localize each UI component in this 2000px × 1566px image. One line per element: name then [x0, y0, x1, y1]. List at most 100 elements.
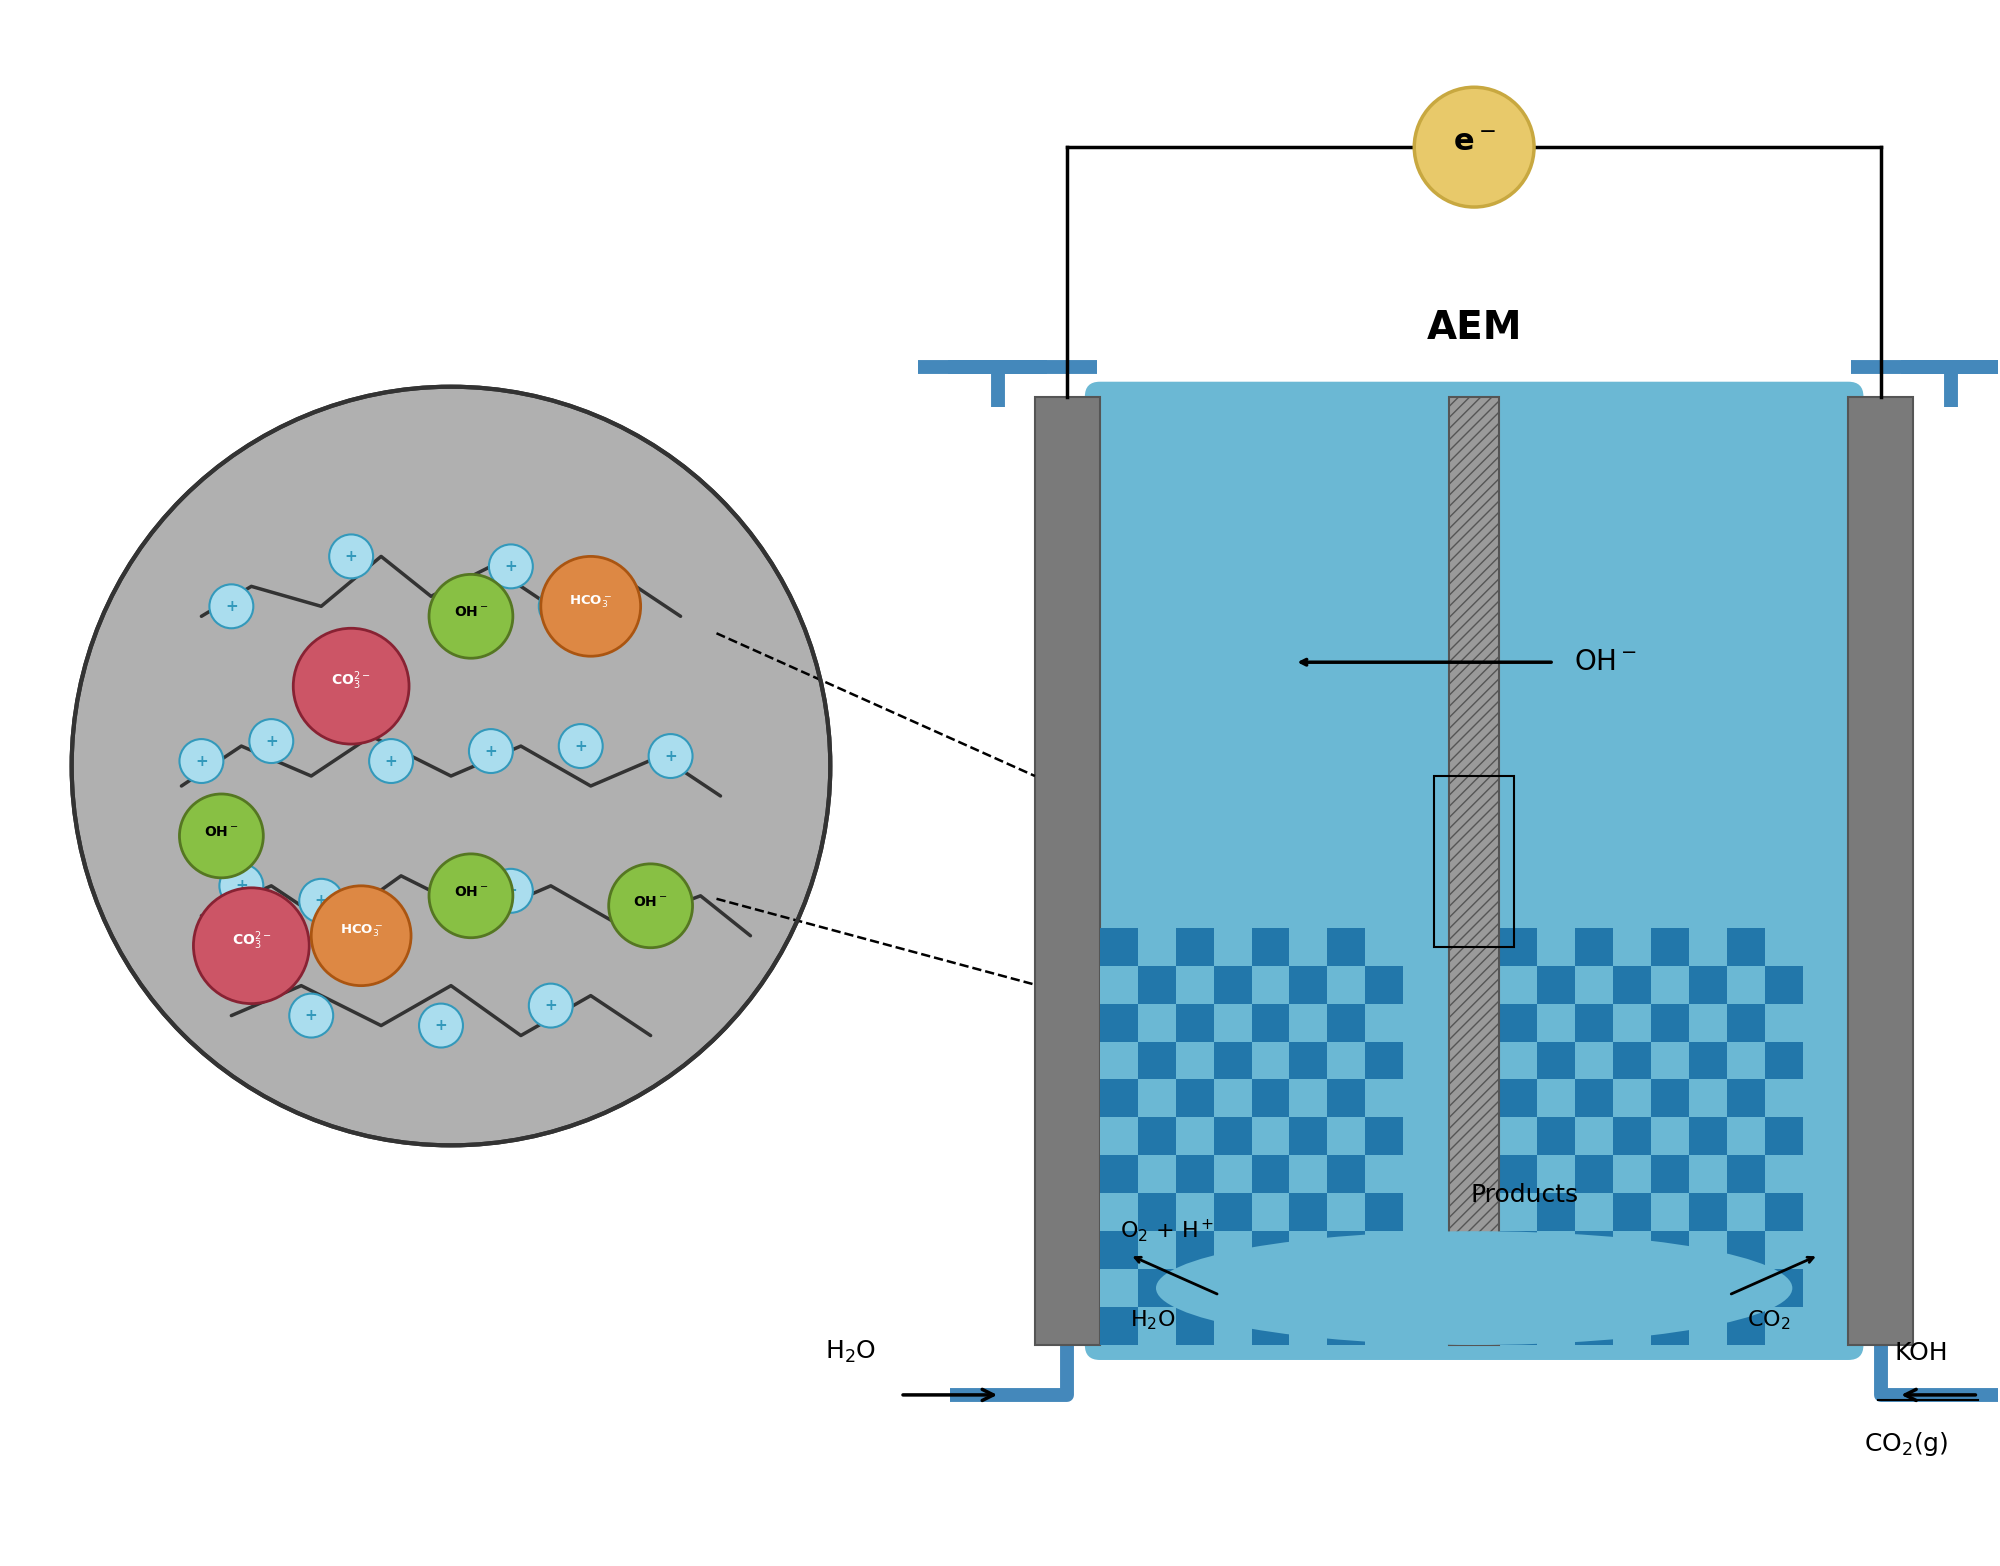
Bar — [1538, 1268, 1574, 1308]
Circle shape — [210, 584, 254, 628]
Circle shape — [420, 1004, 462, 1048]
Bar — [1726, 1268, 1764, 1308]
Bar — [1764, 1308, 1802, 1345]
Bar — [1138, 1118, 1176, 1156]
Bar — [1764, 1156, 1802, 1193]
Bar — [1612, 1041, 1650, 1079]
Text: e$^-$: e$^-$ — [1452, 128, 1496, 157]
Bar — [1176, 1268, 1214, 1308]
Bar — [1176, 966, 1214, 1004]
Bar — [1650, 1041, 1688, 1079]
Bar — [1100, 966, 1138, 1004]
Text: KOH: KOH — [1894, 1340, 1948, 1366]
Bar — [1100, 1268, 1138, 1308]
Bar — [1574, 1118, 1612, 1156]
Circle shape — [300, 879, 344, 922]
Circle shape — [250, 719, 294, 763]
Circle shape — [430, 853, 512, 938]
Bar — [1366, 927, 1404, 966]
Text: OH$^-$: OH$^-$ — [634, 894, 668, 908]
Bar — [1764, 1004, 1802, 1041]
Bar — [1138, 1004, 1176, 1041]
Bar — [1252, 1193, 1290, 1231]
Text: OH$^-$: OH$^-$ — [454, 606, 488, 619]
Circle shape — [370, 739, 414, 783]
Bar — [1688, 1004, 1726, 1041]
Bar — [1176, 1004, 1214, 1041]
Bar — [1328, 1041, 1366, 1079]
Bar — [1538, 1156, 1574, 1193]
Bar — [1328, 1156, 1366, 1193]
Bar — [1688, 1079, 1726, 1118]
Circle shape — [558, 723, 602, 767]
Bar — [1650, 1268, 1688, 1308]
Bar — [1252, 1308, 1290, 1345]
Bar — [1176, 1156, 1214, 1193]
Bar — [1328, 1118, 1366, 1156]
Text: CO$_2$(g): CO$_2$(g) — [1864, 1430, 1948, 1458]
Bar — [1726, 1193, 1764, 1231]
Circle shape — [330, 534, 374, 578]
Bar — [1290, 1079, 1328, 1118]
Text: CO$_3^{2-}$: CO$_3^{2-}$ — [232, 929, 270, 952]
Bar — [1538, 1231, 1574, 1268]
Bar — [1612, 966, 1650, 1004]
Circle shape — [540, 556, 640, 656]
Bar — [1650, 966, 1688, 1004]
Bar — [1290, 1268, 1328, 1308]
Bar — [1252, 927, 1290, 966]
Text: +: + — [574, 739, 588, 753]
Bar — [1252, 966, 1290, 1004]
Bar — [1100, 1041, 1138, 1079]
Text: OH$^-$: OH$^-$ — [1574, 648, 1638, 677]
Bar — [1500, 1308, 1538, 1345]
Bar — [1252, 1156, 1290, 1193]
Bar — [1612, 927, 1650, 966]
Circle shape — [1414, 88, 1534, 207]
Bar — [1612, 1268, 1650, 1308]
Bar — [1176, 1308, 1214, 1345]
Text: CO$_3^{2-}$: CO$_3^{2-}$ — [332, 670, 370, 692]
Bar — [1574, 1156, 1612, 1193]
Bar — [1574, 1193, 1612, 1231]
Bar — [1688, 1156, 1726, 1193]
Bar — [1612, 1156, 1650, 1193]
Circle shape — [180, 794, 264, 879]
Bar — [1290, 1308, 1328, 1345]
Text: H$_2$O: H$_2$O — [1130, 1308, 1176, 1331]
Bar — [1138, 1041, 1176, 1079]
Text: O$_2$ + H$^+$: O$_2$ + H$^+$ — [1120, 1217, 1214, 1243]
Bar — [1574, 1079, 1612, 1118]
Text: +: + — [344, 550, 358, 564]
Bar — [1252, 1004, 1290, 1041]
Bar — [1366, 1231, 1404, 1268]
Bar — [1650, 1193, 1688, 1231]
Bar — [1214, 1118, 1252, 1156]
Text: +: + — [314, 893, 328, 908]
Bar — [1726, 1156, 1764, 1193]
Bar — [1538, 1004, 1574, 1041]
Bar — [1538, 1079, 1574, 1118]
Bar — [1366, 966, 1404, 1004]
Bar — [1726, 1118, 1764, 1156]
Bar — [1726, 966, 1764, 1004]
FancyBboxPatch shape — [1084, 382, 1864, 1359]
Ellipse shape — [1156, 1231, 1792, 1345]
Bar — [1100, 1193, 1138, 1231]
Bar — [1538, 1118, 1574, 1156]
Bar — [1764, 1079, 1802, 1118]
Bar — [1500, 1156, 1538, 1193]
Text: OH$^-$: OH$^-$ — [204, 825, 238, 839]
Bar — [1290, 1231, 1328, 1268]
Text: HCO$_3^-$: HCO$_3^-$ — [340, 922, 382, 940]
Bar — [1252, 1231, 1290, 1268]
Bar — [1366, 1118, 1404, 1156]
Bar — [1688, 1041, 1726, 1079]
Bar — [1500, 966, 1538, 1004]
Bar — [1612, 1004, 1650, 1041]
Bar — [1290, 927, 1328, 966]
Bar — [1574, 927, 1612, 966]
Text: AEM: AEM — [1426, 309, 1522, 346]
Text: +: + — [264, 733, 278, 749]
Bar — [1500, 1041, 1538, 1079]
